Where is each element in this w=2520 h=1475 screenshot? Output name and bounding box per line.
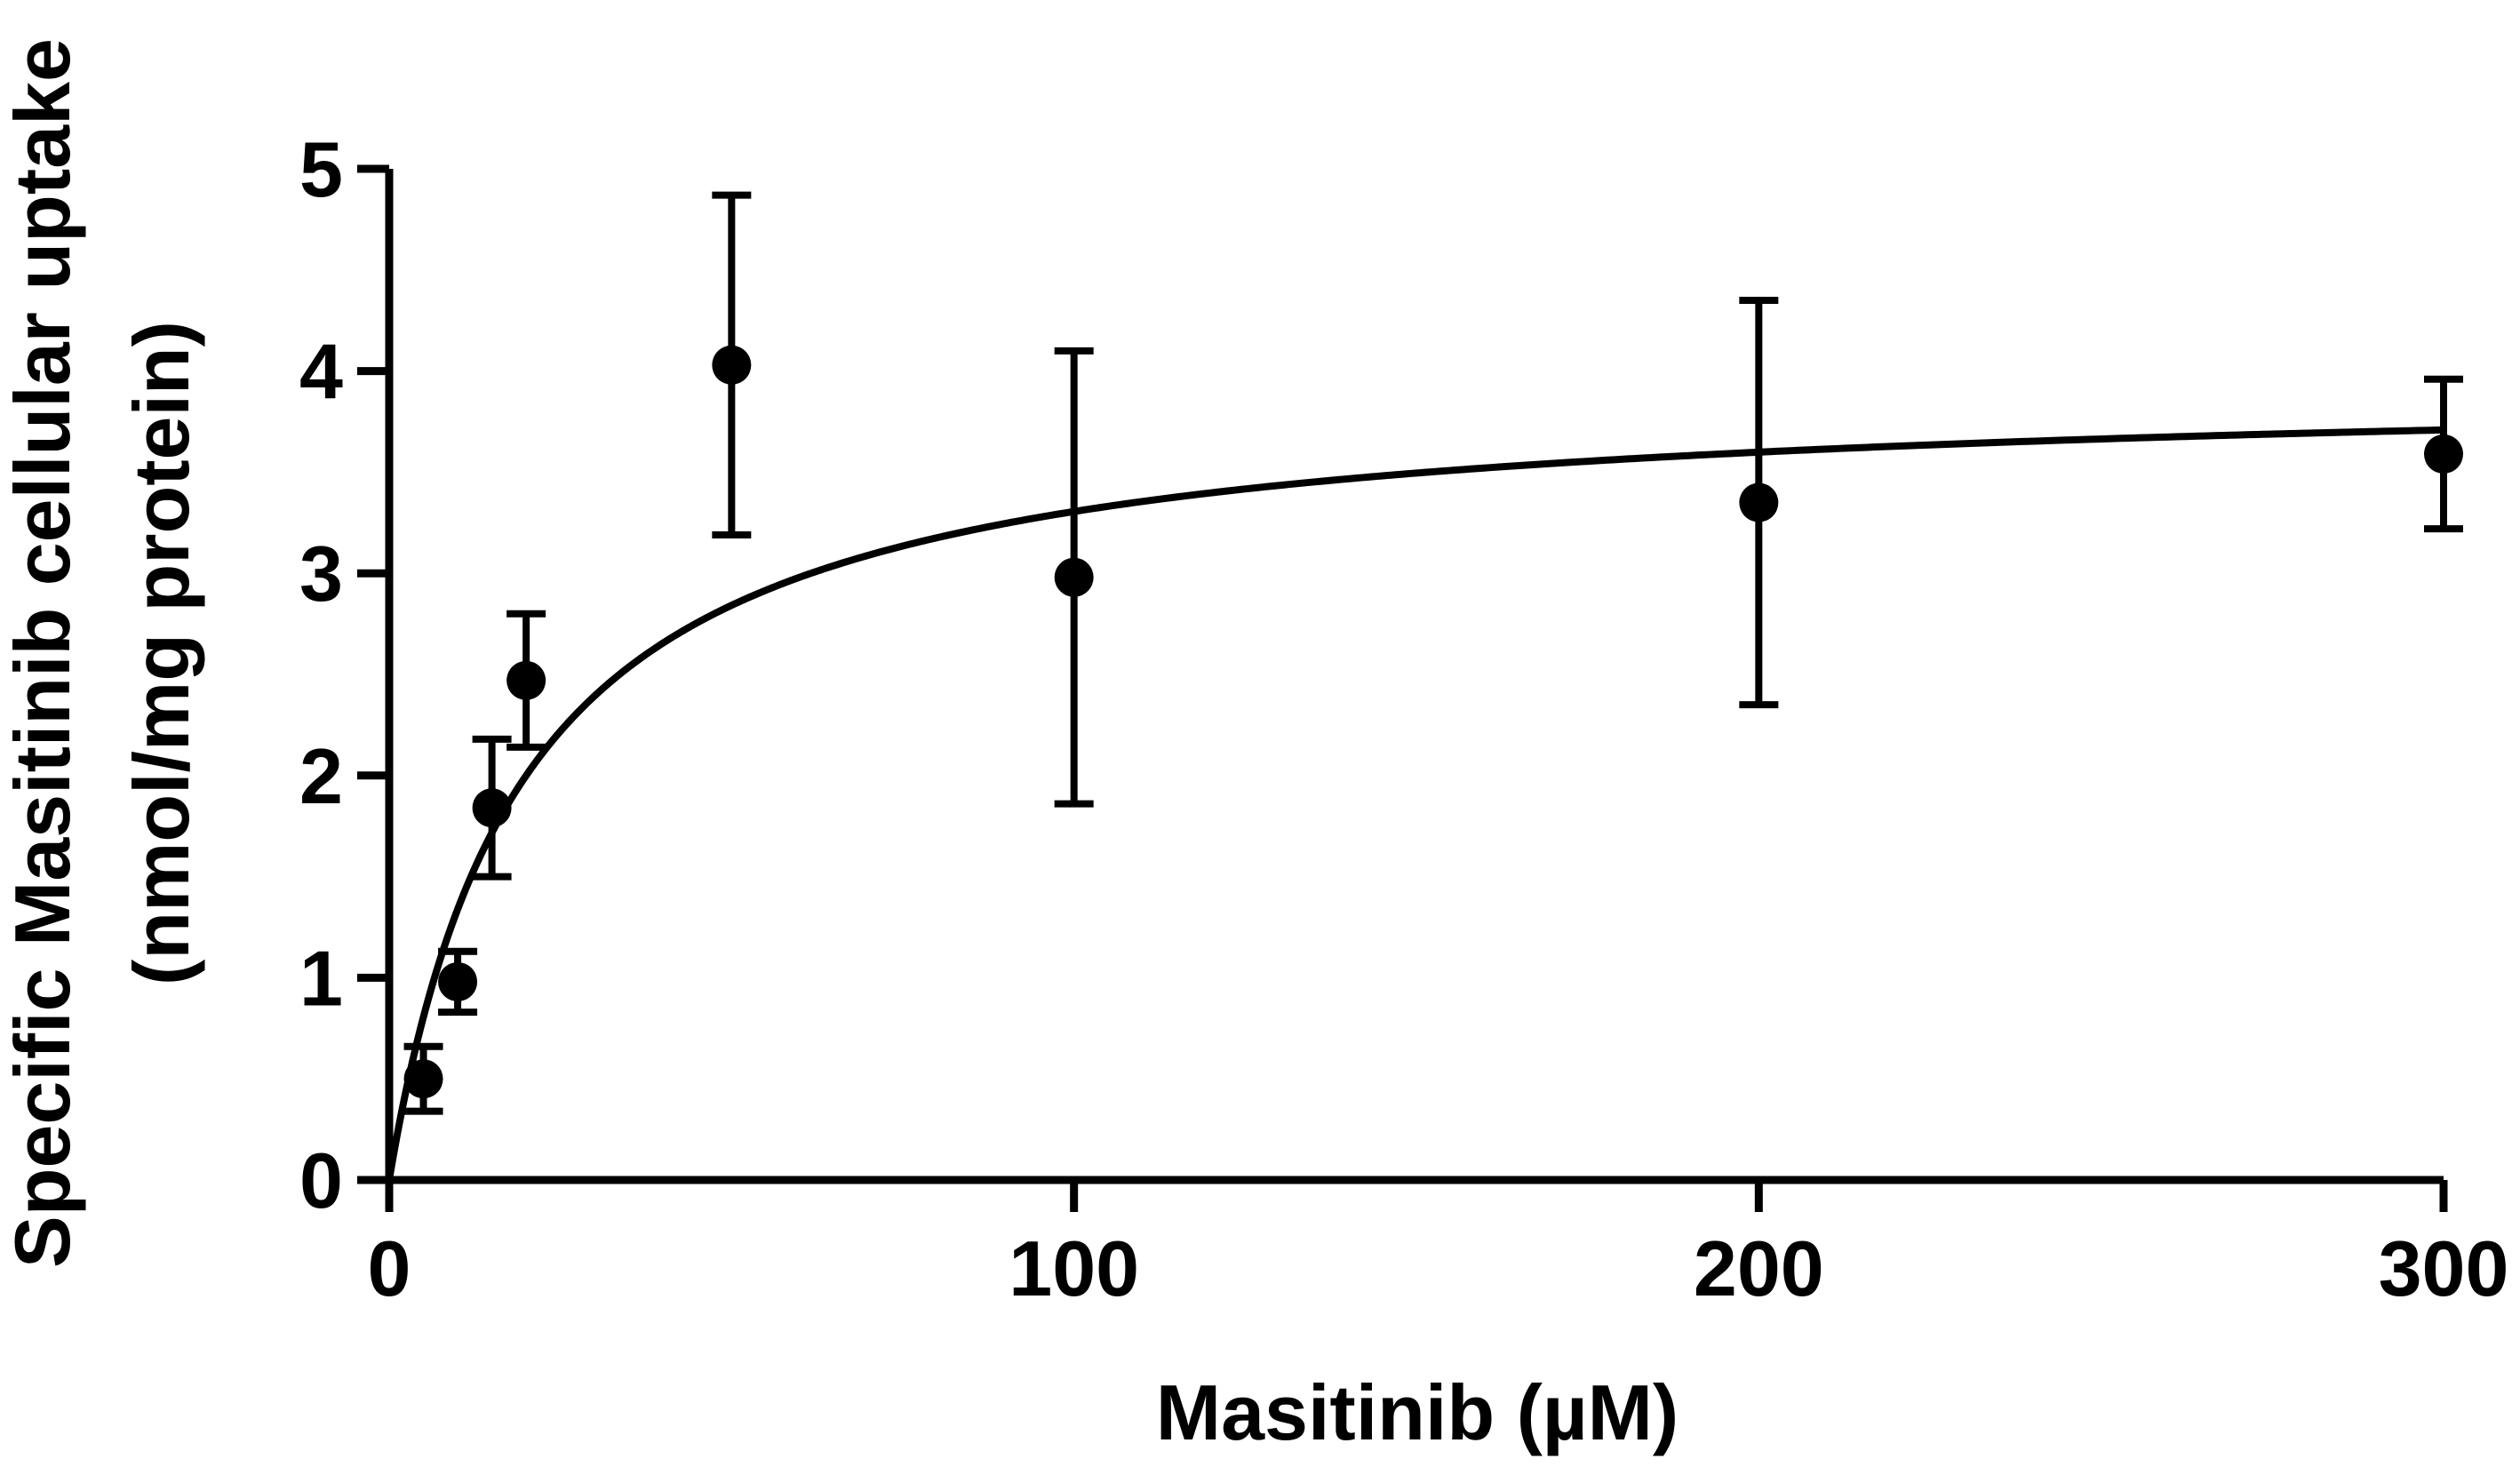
y-tick-label: 3 xyxy=(299,530,343,618)
data-point xyxy=(472,788,512,828)
points-layer xyxy=(403,191,2463,1115)
axes-layer xyxy=(385,169,2444,1184)
x-tick-label: 300 xyxy=(2379,1224,2509,1312)
y-axis-title-line-2: (nmol/mg protein) xyxy=(117,321,205,985)
x-tick-label: 0 xyxy=(368,1224,411,1312)
y-tick-label: 2 xyxy=(299,732,343,820)
x-tick-label: 100 xyxy=(1009,1224,1139,1312)
y-tick-label: 4 xyxy=(299,328,343,416)
data-point xyxy=(2424,434,2463,474)
data-point xyxy=(403,1059,443,1099)
data-point xyxy=(712,345,752,385)
data-point xyxy=(1054,557,1094,597)
data-point xyxy=(438,961,478,1001)
x-axis-title: Masitinib (µM) xyxy=(1156,1368,1679,1456)
y-tick-label: 1 xyxy=(299,934,343,1022)
y-tick-label: 5 xyxy=(299,125,343,213)
y-axis-title-line-1: Specific Masitinib cellular uptake xyxy=(0,38,86,1268)
ticks-layer: 0 1 2 3 4 5 0 100 200 300 xyxy=(299,125,2508,1312)
y-tick-label: 0 xyxy=(299,1136,343,1224)
data-point xyxy=(506,660,546,700)
data-point xyxy=(1739,482,1779,522)
x-tick-label: 200 xyxy=(1694,1224,1824,1312)
fit-curve xyxy=(386,426,2444,1181)
fit-layer xyxy=(386,426,2444,1181)
